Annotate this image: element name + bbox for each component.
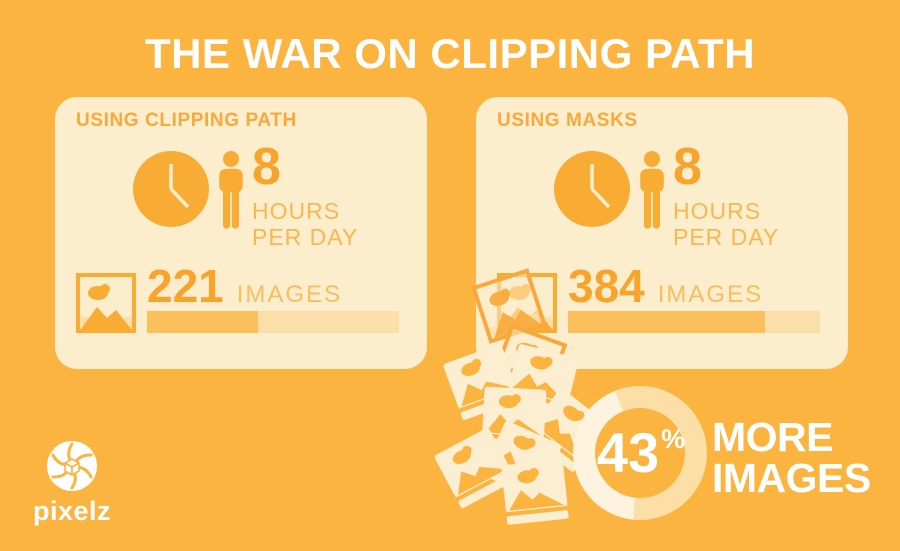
donut-percent: 43 % xyxy=(573,386,707,520)
images-value: 221 xyxy=(147,260,224,312)
photo-icon xyxy=(76,273,136,333)
aperture-icon xyxy=(47,441,97,491)
donut-chart: 43 % xyxy=(573,386,707,520)
more-images-line2: IMAGES xyxy=(712,455,871,501)
hours-label-2: PER DAY xyxy=(252,224,359,251)
clock-icon xyxy=(554,151,630,227)
more-images-label: MORE IMAGES xyxy=(712,417,871,499)
person-icon xyxy=(219,150,243,229)
images-label: IMAGES xyxy=(236,281,343,308)
pixelz-logo: pixelz xyxy=(28,440,116,527)
panel-masks-header: USING MASKS xyxy=(497,110,638,131)
panel-clipping-path: USING CLIPPING PATH 8 HOURS PER DAY 221 xyxy=(55,97,427,369)
images-label: IMAGES xyxy=(657,281,764,308)
panel-clipping-path-header: USING CLIPPING PATH xyxy=(76,110,297,131)
scattered-photo-icon xyxy=(500,457,570,527)
progress-bar-fill xyxy=(568,311,765,333)
hours-label-1: HOURS xyxy=(673,198,762,224)
more-images-line1: MORE xyxy=(712,414,833,460)
percent-sign: % xyxy=(661,423,686,454)
clock-icon xyxy=(133,151,209,227)
hours-label-1: HOURS xyxy=(252,198,341,224)
page-title: THE WAR ON CLIPPING PATH xyxy=(144,30,756,77)
images-count-row: 384 IMAGES xyxy=(568,263,763,309)
hours-per-day: 8 HOURS PER DAY xyxy=(252,141,358,249)
progress-bar-fill xyxy=(147,311,258,333)
donut-hole xyxy=(595,408,685,498)
progress-bar-track xyxy=(568,311,820,333)
hours-value: 8 xyxy=(252,138,281,196)
hours-per-day: 8 HOURS PER DAY xyxy=(673,141,779,249)
person-icon xyxy=(640,150,664,229)
progress-bar-track xyxy=(147,311,399,333)
logo-wordmark: pixelz xyxy=(32,496,112,526)
percent-value: 43 xyxy=(596,421,660,484)
hours-label-2: PER DAY xyxy=(673,224,780,251)
hours-value: 8 xyxy=(673,138,702,196)
images-count-row: 221 IMAGES xyxy=(147,263,342,309)
images-value: 384 xyxy=(568,260,645,312)
